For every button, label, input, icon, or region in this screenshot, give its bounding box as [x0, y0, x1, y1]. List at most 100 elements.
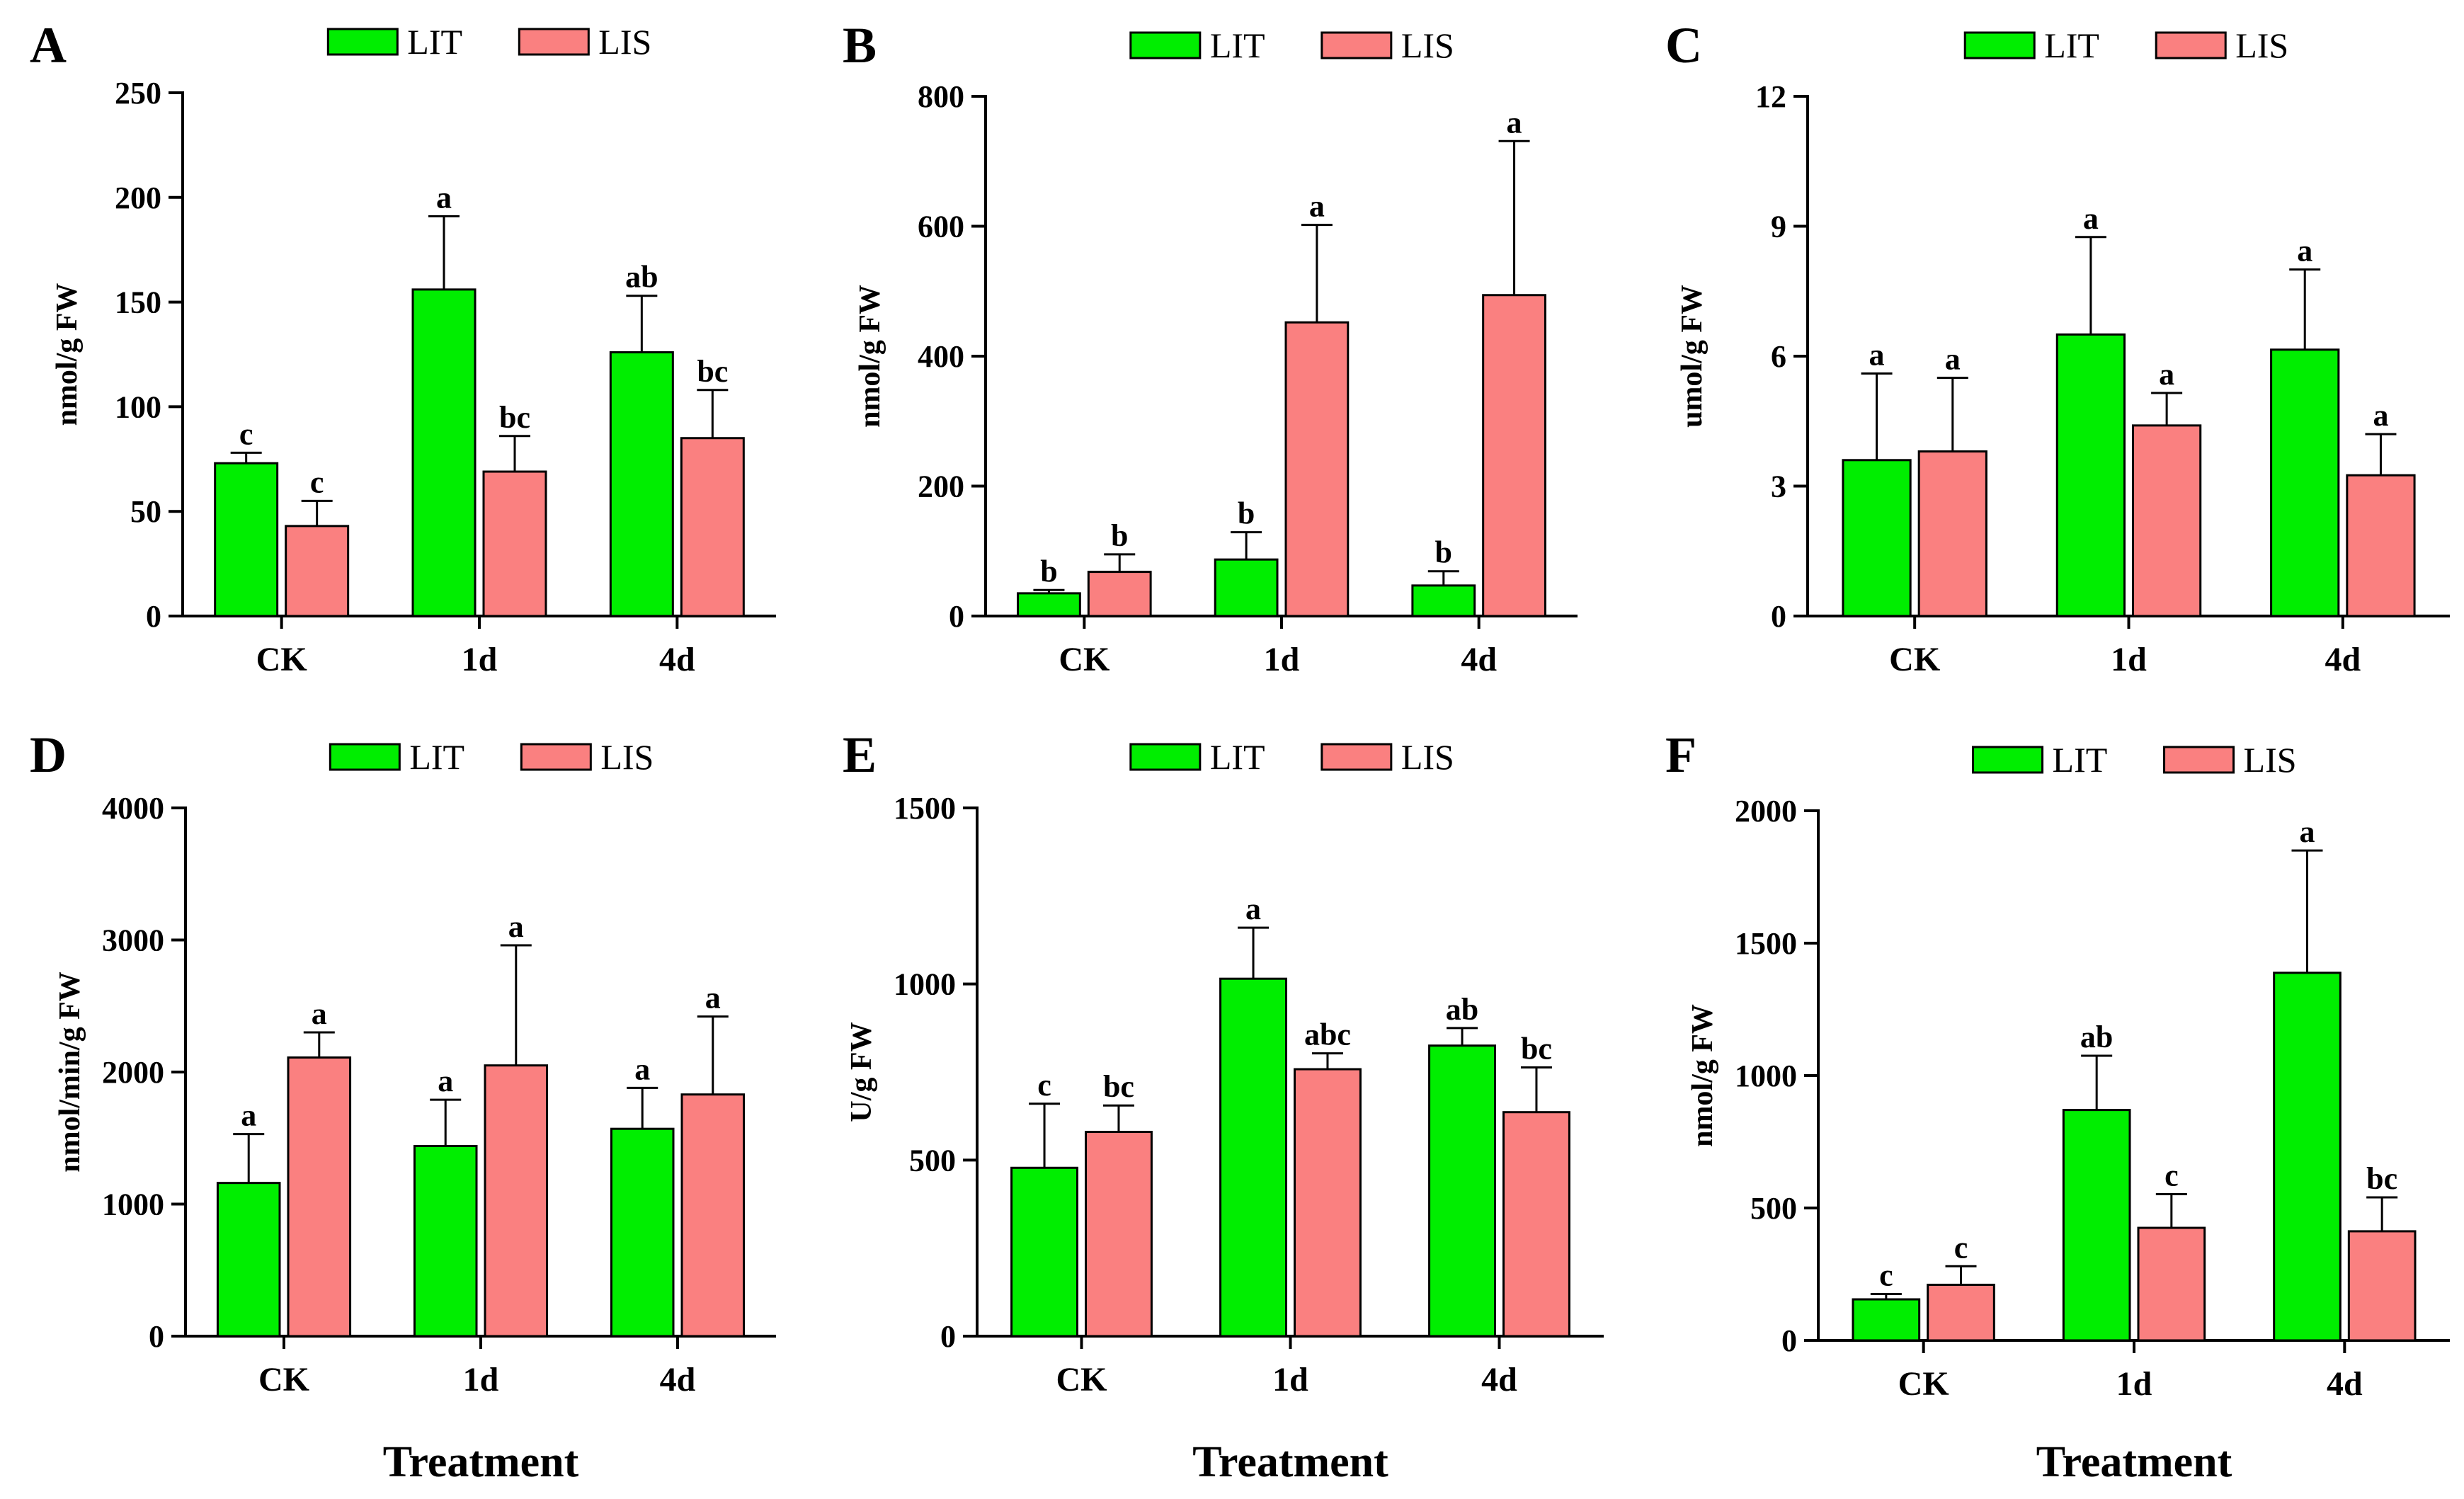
legend-swatch-lis — [520, 743, 592, 771]
y-tick-label: 3000 — [102, 923, 164, 958]
legend-swatch-lit — [326, 28, 399, 56]
significance-letter: a — [1245, 891, 1261, 926]
bar-lis-1d — [482, 470, 547, 617]
y-tick-label: 250 — [115, 76, 161, 110]
significance-letter: a — [508, 909, 524, 944]
y-tick-label: 1500 — [894, 791, 956, 826]
x-tick-label: 1d — [1264, 641, 1300, 678]
significance-letter: c — [239, 416, 253, 451]
x-tick-label: 1d — [462, 641, 498, 678]
y-axis-label: U/g FW — [845, 1022, 878, 1122]
significance-letter: ab — [625, 260, 658, 295]
y-tick-label: 200 — [918, 469, 964, 504]
y-tick-label: 150 — [115, 285, 161, 320]
legend-label-lis: LIS — [600, 737, 654, 777]
significance-letter: bc — [1103, 1069, 1134, 1104]
significance-letter: c — [1037, 1068, 1051, 1102]
y-tick-label: 200 — [115, 181, 161, 215]
panel-label: A — [30, 17, 67, 74]
x-tick-label: 4d — [659, 641, 695, 678]
panel-e: E LIT LIS 0 500 1000 1500 U/g FW CK 1d 4d c a ab bc abc… — [843, 726, 1604, 1486]
significance-letter: a — [2300, 814, 2315, 849]
bar-lis-4d — [680, 437, 745, 617]
bar-lit-ck — [1842, 459, 1912, 617]
x-tick-label: CK — [1059, 641, 1110, 678]
legend-label-lit: LIT — [1210, 25, 1265, 65]
bar-lit-4d — [2270, 348, 2340, 617]
x-tick-label: CK — [1889, 641, 1940, 678]
legend-label-lit: LIT — [1210, 737, 1265, 777]
x-axis-title: Treatment — [2036, 1438, 2232, 1486]
y-tick-label: 3 — [1771, 469, 1786, 504]
legend-label-lis: LIS — [2244, 740, 2297, 780]
y-tick-label: 2000 — [1735, 794, 1797, 828]
bar-lis-1d — [2137, 1226, 2206, 1342]
y-tick-label: 500 — [909, 1143, 956, 1178]
panel-d: D LIT LIS 0 1000 2000 3000 4000 nmol/min/g FW CK 1… — [30, 726, 776, 1486]
bar-lit-4d — [1428, 1044, 1496, 1338]
legend-swatch-lis — [2155, 31, 2227, 59]
x-tick-label: 4d — [1461, 641, 1497, 678]
y-tick-label: 500 — [1750, 1191, 1797, 1226]
significance-letter: a — [2297, 234, 2312, 268]
significance-letter: c — [1954, 1230, 1968, 1265]
significance-letter: a — [2159, 357, 2174, 392]
bar-lis-ck — [285, 525, 350, 617]
bar-lis-ck — [1917, 450, 1987, 617]
y-tick-label: 9 — [1771, 210, 1786, 244]
y-tick-label: 800 — [918, 79, 964, 114]
x-tick-label: CK — [1056, 1361, 1107, 1398]
y-tick-label: 0 — [940, 1319, 956, 1354]
y-tick-label: 0 — [149, 1319, 164, 1354]
legend-swatch-lis — [1321, 743, 1393, 771]
y-tick-label: 0 — [949, 599, 964, 634]
x-tick-label: CK — [1898, 1365, 1949, 1403]
legend-label-lis: LIS — [2235, 25, 2288, 65]
y-tick-label: 1000 — [894, 967, 956, 1002]
y-tick-label: 1000 — [102, 1187, 164, 1222]
significance-letter: a — [634, 1051, 650, 1086]
bar-lis-4d — [1502, 1111, 1570, 1338]
bar-lis-4d — [2346, 474, 2416, 617]
bar-lit-1d — [2055, 333, 2126, 617]
legend-label-lis: LIS — [598, 22, 651, 62]
x-axis-title: Treatment — [383, 1438, 579, 1486]
bar-lit-1d — [413, 1144, 478, 1338]
legend-label-lit: LIT — [409, 737, 464, 777]
significance-letter: a — [705, 981, 721, 1015]
y-axis-label: nmol/g FW — [1687, 1004, 1719, 1147]
bar-lis-1d — [1284, 321, 1350, 617]
y-tick-label: 400 — [918, 339, 964, 374]
y-tick-label: 2000 — [102, 1055, 164, 1090]
x-tick-label: 4d — [2327, 1365, 2363, 1403]
bar-lit-1d — [1214, 558, 1279, 617]
significance-letter: c — [1879, 1258, 1893, 1293]
panel-label: F — [1665, 726, 1696, 783]
y-tick-label: 0 — [146, 599, 161, 634]
significance-letter: c — [310, 464, 324, 499]
y-tick-label: 1500 — [1735, 926, 1797, 961]
bar-lit-1d — [411, 288, 477, 617]
significance-letter: b — [1435, 535, 1452, 570]
bar-lis-1d — [1294, 1068, 1362, 1338]
significance-letter: ab — [2080, 1020, 2113, 1054]
significance-letter: a — [1869, 337, 1885, 372]
significance-letter: a — [1309, 189, 1325, 224]
y-tick-label: 50 — [130, 494, 161, 529]
significance-letter: a — [312, 996, 327, 1031]
significance-letter: a — [2083, 201, 2099, 236]
significance-letter: abc — [1304, 1018, 1351, 1052]
bar-lit-4d — [610, 1127, 675, 1338]
y-axis-label: nmol/g FW — [51, 283, 84, 426]
y-tick-label: 600 — [918, 210, 964, 244]
legend-swatch-lis — [2163, 746, 2235, 774]
significance-letter: c — [2164, 1158, 2179, 1193]
significance-letter: b — [1040, 554, 1057, 588]
bar-lis-4d — [1482, 294, 1546, 617]
legend-label-lis: LIS — [1401, 737, 1454, 777]
significance-letter: b — [1238, 496, 1255, 531]
legend-label-lit: LIT — [2044, 25, 2099, 65]
y-tick-label: 0 — [1771, 599, 1786, 634]
significance-letter: bc — [499, 400, 530, 435]
y-tick-label: 12 — [1755, 79, 1786, 114]
